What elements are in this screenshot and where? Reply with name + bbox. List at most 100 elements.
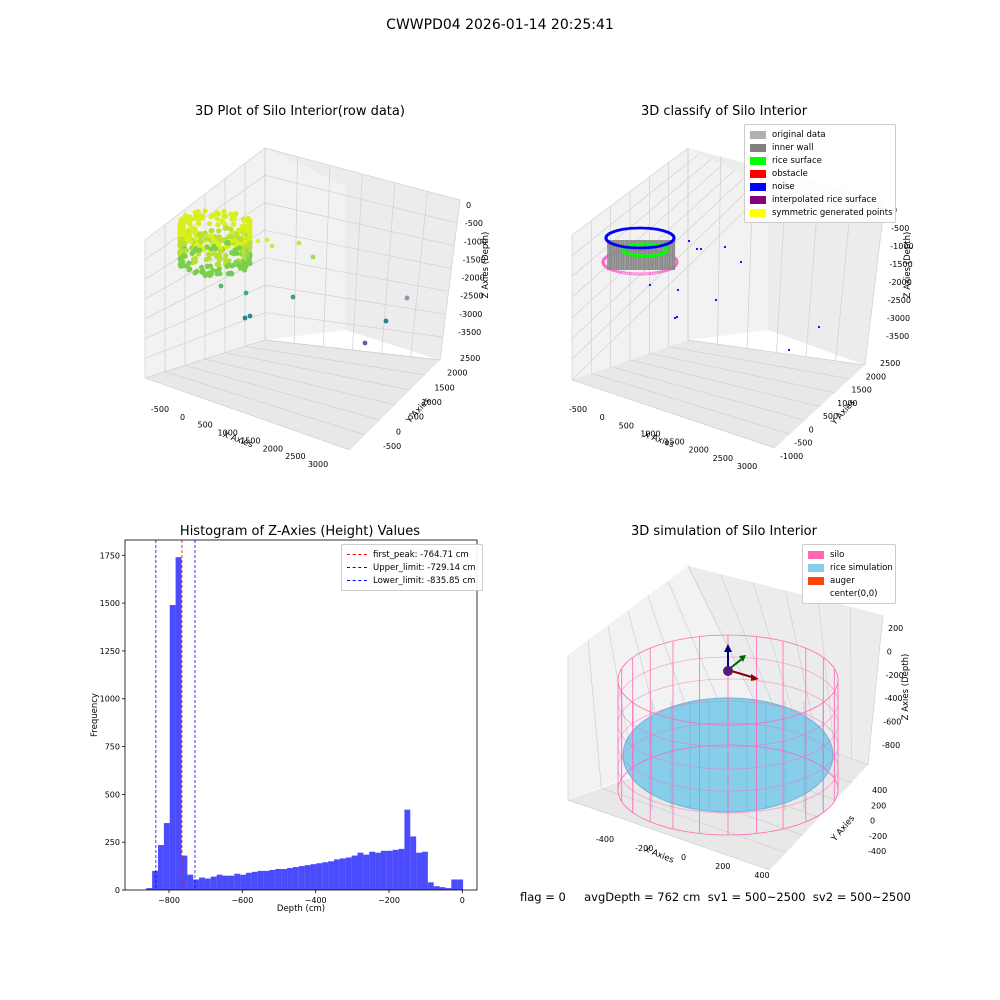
interpolated-point <box>620 270 624 274</box>
raw-z-tick: -500 <box>465 219 483 228</box>
histogram-bar <box>246 872 252 890</box>
noise-point <box>634 226 638 230</box>
histogram-bar <box>187 874 194 890</box>
raw-z-tick: -3000 <box>459 310 482 319</box>
raw-point <box>247 225 253 231</box>
raw-point <box>208 246 214 252</box>
raw-point <box>196 231 202 237</box>
raw-y-tick: 1000 <box>422 398 442 407</box>
histogram-x-tick: −200 <box>378 896 400 905</box>
noise-point <box>639 226 643 230</box>
histogram-bar <box>240 874 246 890</box>
raw-point <box>188 238 194 244</box>
raw-outlier-point <box>218 283 224 289</box>
raw-point <box>207 263 214 269</box>
histogram-bar <box>228 875 235 890</box>
simulation-3d-plot: -400 -200 0 200 400 -400 -200 0 200 400 200 0 -200… <box>567 565 911 880</box>
legend-entry: original data <box>750 128 890 141</box>
raw-point <box>187 221 193 227</box>
interpolated-point <box>657 270 661 274</box>
legend-line <box>347 580 367 581</box>
simulation-plot-title: 3D simulation of Silo Interior <box>631 524 817 539</box>
simulation-x-tick: 400 <box>754 871 769 880</box>
classify-z-tick: -3000 <box>887 314 910 323</box>
histogram-bar <box>222 875 229 890</box>
histogram-bar <box>433 886 440 890</box>
histogram-bar <box>175 557 182 890</box>
legend-entry: first_peak: -764.71 cm <box>347 548 477 561</box>
noise-point <box>637 246 641 250</box>
raw-x-label: X Axies <box>221 430 254 450</box>
legend-label: inner wall <box>772 142 814 153</box>
histogram-y-tick: 1750 <box>100 551 120 560</box>
raw-point <box>196 247 203 253</box>
simulation-x-tick: 200 <box>715 862 730 871</box>
raw-x-tick: 2500 <box>285 452 305 461</box>
noise-point <box>642 226 646 230</box>
classify-x-tick: 1000 <box>640 429 660 438</box>
raw-point <box>196 221 202 227</box>
legend-label: noise <box>772 181 795 192</box>
noise-point <box>653 245 657 249</box>
classify-y-tick: -500 <box>794 439 812 448</box>
raw-point <box>247 219 253 225</box>
raw-outlier-point <box>310 254 316 260</box>
classify-x-tick: 3000 <box>737 462 757 471</box>
legend-entry: rice simulation <box>808 561 893 574</box>
raw-point <box>193 212 199 218</box>
histogram-y-tick: 500 <box>105 790 120 799</box>
noise-point <box>723 245 727 249</box>
histogram-axes-frame <box>124 539 478 891</box>
legend-entry: interpolated rice surface <box>750 193 890 206</box>
simulation-y-tick: 400 <box>872 786 887 795</box>
histogram-bar <box>298 866 305 890</box>
histogram-bar <box>287 868 293 890</box>
raw-point <box>247 244 253 250</box>
histogram-x-label: Depth (cm) <box>277 904 325 914</box>
raw-point <box>220 219 226 225</box>
legend-entry: symmetric generated points <box>750 206 893 219</box>
interpolated-point <box>618 270 622 274</box>
histogram-bar <box>322 862 329 890</box>
interpolated-point <box>660 270 664 274</box>
histogram-bar <box>193 879 200 890</box>
classify-z-tick: -1500 <box>889 260 912 269</box>
raw-point <box>216 228 222 234</box>
raw-point <box>223 213 229 219</box>
histogram-bar <box>404 809 411 890</box>
raw-y-tick: 1500 <box>434 383 454 392</box>
histogram-bar <box>152 870 158 890</box>
histogram-bar <box>281 868 288 890</box>
histogram-y-tick: 750 <box>105 743 120 752</box>
raw-z-tick: -1000 <box>464 237 487 246</box>
classify-x-tick: 2500 <box>713 454 733 463</box>
interpolated-point <box>628 272 632 276</box>
legend-label: interpolated rice surface <box>772 194 877 205</box>
interpolated-point <box>644 272 648 276</box>
raw-point <box>240 259 246 265</box>
histogram-bar <box>392 849 399 890</box>
raw-outlier-point <box>362 340 368 346</box>
noise-point <box>646 246 650 250</box>
histogram-bar <box>204 878 211 890</box>
raw-point <box>181 240 187 246</box>
noise-point <box>687 239 691 243</box>
noise-point <box>634 246 638 250</box>
classify-y-tick: 1500 <box>851 386 871 395</box>
raw-point <box>228 211 234 217</box>
raw-point <box>202 208 208 214</box>
raw-outlier-point <box>290 294 296 300</box>
noise-point <box>639 246 643 250</box>
noise-point <box>672 235 676 239</box>
noise-point <box>675 315 679 319</box>
raw-point <box>178 236 184 242</box>
histogram-bar <box>334 859 340 890</box>
simulation-z-tick: -600 <box>883 718 901 727</box>
raw-z-tick: -3500 <box>458 328 481 337</box>
raw-outlier-point <box>264 237 270 243</box>
classify-x-tick: 500 <box>619 421 634 430</box>
legend-entry: Upper_limit: -729.14 cm <box>347 561 477 574</box>
histogram-bar <box>398 848 405 890</box>
simulation-x-tick: -400 <box>596 835 614 844</box>
